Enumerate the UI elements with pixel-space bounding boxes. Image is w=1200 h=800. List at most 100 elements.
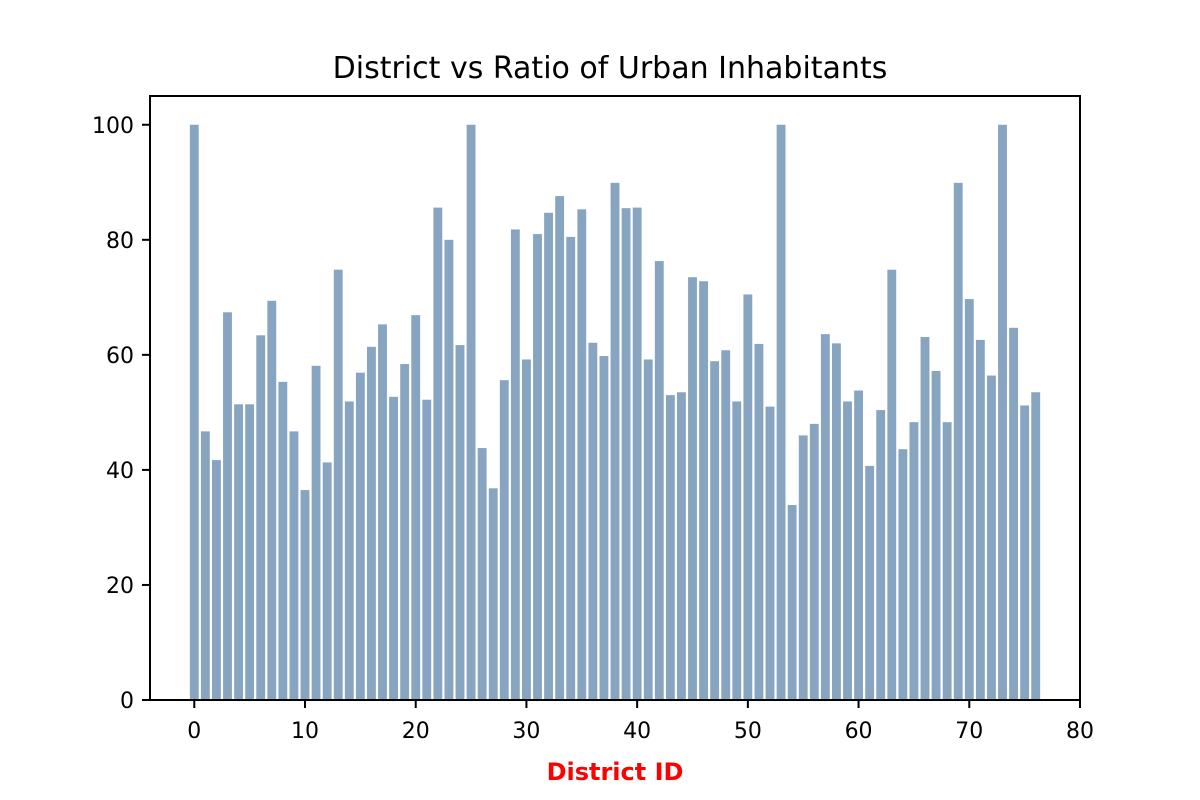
bar-district-62 <box>876 410 886 700</box>
y-tick-label: 80 <box>106 229 134 254</box>
y-tick-label: 60 <box>106 344 134 369</box>
bar-district-22 <box>433 207 443 700</box>
bar-district-31 <box>533 234 542 700</box>
bars-group <box>189 124 1041 701</box>
bar-district-45 <box>688 277 697 700</box>
bar-district-4 <box>234 404 243 700</box>
x-tick-label: 80 <box>1066 719 1094 744</box>
x-axis-ticks: 0 10 20 30 40 50 60 70 80 <box>187 700 1094 744</box>
bar-district-1 <box>200 431 210 700</box>
x-tick-label: 70 <box>955 719 983 744</box>
bar-district-47 <box>710 361 720 700</box>
bar-district-19 <box>400 364 410 700</box>
bar-district-32 <box>544 212 553 700</box>
bar-district-53 <box>776 124 786 700</box>
bar-district-46 <box>699 281 708 700</box>
bar-district-30 <box>522 359 531 700</box>
bar-district-7 <box>267 300 277 700</box>
bar-district-10 <box>300 490 310 700</box>
bar-district-68 <box>942 422 952 700</box>
bar-district-49 <box>732 401 742 700</box>
bar-district-69 <box>953 182 963 701</box>
bar-district-52 <box>765 406 775 700</box>
bar-district-33 <box>555 196 565 700</box>
bar-district-43 <box>665 395 675 700</box>
bar-district-2 <box>212 460 221 700</box>
bar-district-18 <box>389 396 398 700</box>
bar-district-35 <box>577 209 587 700</box>
bar-district-16 <box>367 346 376 700</box>
bar-district-24 <box>455 345 465 700</box>
bar-district-28 <box>499 380 509 700</box>
bar-district-73 <box>998 124 1007 700</box>
bar-district-23 <box>444 239 454 700</box>
bar-district-20 <box>411 315 421 700</box>
bar-district-0 <box>189 124 199 700</box>
bar-district-40 <box>632 207 642 700</box>
y-tick-label: 40 <box>106 459 134 484</box>
x-tick-label: 30 <box>512 719 540 744</box>
bar-district-74 <box>1009 327 1018 700</box>
y-tick-label: 20 <box>106 574 134 599</box>
bar-district-34 <box>566 236 576 700</box>
x-tick-label: 20 <box>402 719 430 744</box>
x-axis-label: District ID <box>547 758 684 786</box>
bar-district-75 <box>1020 405 1030 700</box>
bar-district-65 <box>909 422 919 700</box>
x-tick-label: 10 <box>291 719 319 744</box>
bar-district-56 <box>809 423 819 700</box>
bar-district-58 <box>832 343 841 700</box>
bar-district-38 <box>610 182 620 701</box>
bar-district-39 <box>621 208 631 701</box>
bar-district-76 <box>1031 392 1041 700</box>
bar-district-51 <box>754 343 764 700</box>
bar-district-9 <box>289 431 299 700</box>
bar-district-29 <box>510 229 520 700</box>
bar-district-55 <box>798 435 808 700</box>
bar-district-72 <box>987 375 996 700</box>
bar-district-15 <box>355 372 365 700</box>
bar-district-5 <box>245 404 255 700</box>
bar-district-71 <box>975 339 985 700</box>
plot-frame <box>149 95 1081 701</box>
bar-district-70 <box>964 299 974 700</box>
bar-district-11 <box>311 365 321 700</box>
bar-district-64 <box>898 449 908 700</box>
y-tick-label: 100 <box>92 114 134 139</box>
bar-district-44 <box>677 392 686 700</box>
bar-district-17 <box>378 324 387 700</box>
x-tick-label: 60 <box>845 719 873 744</box>
bar-district-50 <box>743 294 753 700</box>
bar-district-41 <box>643 359 653 700</box>
bar-district-13 <box>333 269 343 700</box>
bar-district-21 <box>422 399 432 700</box>
y-axis-ticks: 0 20 40 60 80 100 <box>92 114 150 714</box>
bar-district-37 <box>599 356 609 700</box>
bar-district-36 <box>588 342 598 700</box>
chart-title: District vs Ratio of Urban Inhabitants <box>333 51 888 86</box>
x-tick-label: 0 <box>187 719 201 744</box>
bar-district-6 <box>256 335 266 700</box>
bar-district-63 <box>887 269 897 700</box>
bar-district-60 <box>854 390 863 700</box>
bar-district-66 <box>920 337 930 700</box>
x-tick-label: 40 <box>623 719 651 744</box>
y-tick-label: 0 <box>120 689 134 714</box>
bar-district-48 <box>721 350 731 700</box>
bar-district-3 <box>223 312 232 700</box>
bar-district-57 <box>820 334 830 700</box>
bar-district-14 <box>344 401 354 700</box>
bar-district-25 <box>466 124 476 700</box>
bar-district-61 <box>865 465 875 700</box>
bar-district-8 <box>278 381 288 700</box>
bar-district-54 <box>787 504 797 700</box>
bar-district-67 <box>931 370 941 700</box>
bar-district-12 <box>322 462 332 700</box>
bar-district-27 <box>488 488 498 700</box>
bar-district-59 <box>843 401 852 700</box>
bar-district-26 <box>477 448 487 700</box>
bar-district-42 <box>654 261 664 700</box>
x-tick-label: 50 <box>734 719 762 744</box>
